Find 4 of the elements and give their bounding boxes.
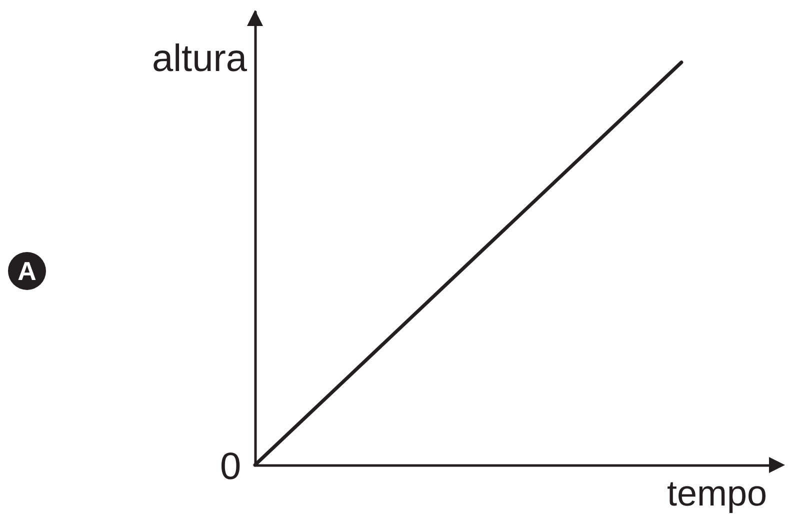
text: A xyxy=(8,252,46,290)
y-axis-title: altura xyxy=(152,38,248,80)
text: 0 xyxy=(220,446,242,488)
x-axis-title: tempo xyxy=(666,472,767,514)
